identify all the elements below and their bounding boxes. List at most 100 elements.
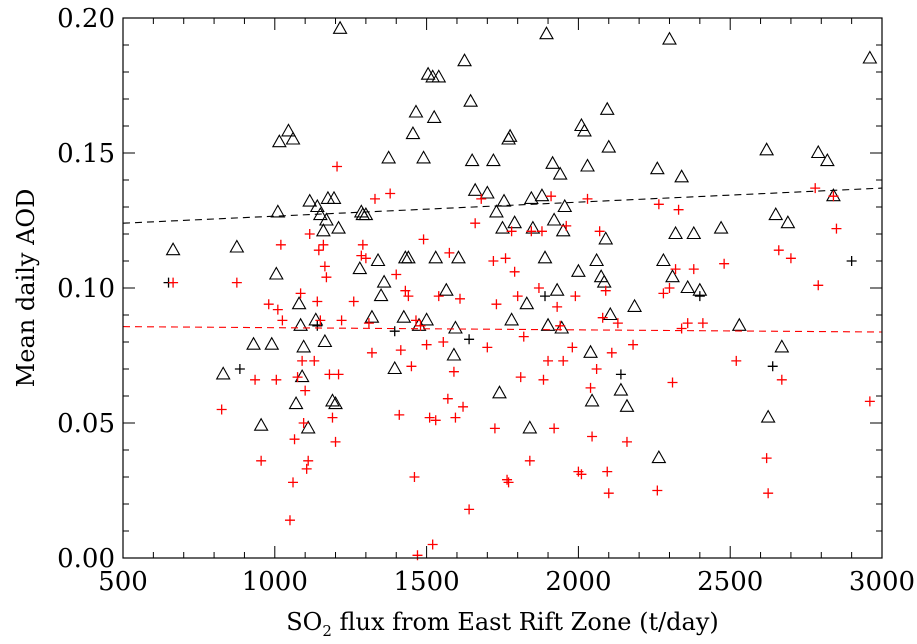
triangle-point bbox=[759, 142, 775, 156]
triangle-point bbox=[326, 190, 342, 204]
red-plus-point bbox=[470, 218, 481, 229]
red-plus-point bbox=[330, 436, 341, 447]
triangle-point bbox=[496, 193, 512, 207]
y-tick-label: 0.20 bbox=[57, 4, 115, 34]
red-plus-point bbox=[292, 372, 303, 383]
red-plus-point bbox=[216, 404, 227, 415]
red-plus-point bbox=[621, 436, 632, 447]
red-plus-point bbox=[491, 299, 502, 310]
red-plus-point bbox=[360, 253, 371, 264]
red-plus-point bbox=[231, 277, 242, 288]
triangle-point bbox=[713, 220, 729, 234]
red-plus-point bbox=[688, 264, 699, 275]
red-plus-point bbox=[366, 347, 377, 358]
red-plus-point bbox=[518, 331, 529, 342]
red-plus-point bbox=[324, 369, 335, 380]
red-plus-point bbox=[506, 226, 517, 237]
triangle-point bbox=[463, 93, 479, 107]
triangle-point bbox=[534, 188, 550, 202]
triangle-point bbox=[537, 250, 553, 264]
triangle-point bbox=[619, 398, 635, 412]
red-plus-point bbox=[536, 226, 547, 237]
red-plus-point bbox=[410, 315, 421, 326]
red-plus-point bbox=[272, 304, 283, 315]
x-tick-label: 500 bbox=[98, 567, 148, 597]
triangle-point bbox=[373, 287, 389, 302]
triangle-point bbox=[447, 320, 463, 334]
triangle-point bbox=[760, 409, 776, 423]
red-plus-point bbox=[673, 204, 684, 215]
triangle-point bbox=[364, 309, 380, 323]
red-plus-point bbox=[300, 385, 311, 396]
black-plus-point bbox=[389, 326, 400, 337]
red-plus-point bbox=[442, 393, 453, 404]
triangle-point bbox=[400, 250, 416, 264]
red-plus-point bbox=[427, 539, 438, 550]
triangle-point bbox=[488, 204, 504, 218]
red-plus-point bbox=[464, 504, 475, 515]
y-tick-label: 0.10 bbox=[57, 274, 115, 304]
red-plus-point bbox=[667, 377, 678, 388]
red-plus-point bbox=[594, 226, 605, 237]
triangle-point bbox=[381, 150, 397, 164]
red-plus-point bbox=[731, 355, 742, 366]
triangle-point bbox=[332, 20, 348, 34]
red-plus-point bbox=[546, 191, 557, 202]
triangle-point bbox=[419, 312, 435, 326]
red-plus-point bbox=[509, 266, 520, 277]
triangle-point bbox=[294, 368, 310, 383]
red-plus-point bbox=[394, 409, 405, 420]
x-tick-labels: 500 1000 1500 2000 2500 3000 bbox=[98, 567, 915, 597]
red-plus-point bbox=[606, 347, 617, 358]
red-plus-point bbox=[418, 234, 429, 245]
x-tick-label: 1500 bbox=[394, 567, 460, 597]
y-tick-labels: 0.00 0.05 0.10 0.15 0.20 bbox=[57, 4, 115, 574]
red-plus-point bbox=[538, 374, 549, 385]
triangle-point bbox=[479, 185, 495, 199]
red-plus-point bbox=[591, 364, 602, 374]
triangle-point bbox=[317, 333, 333, 348]
plot-marks bbox=[122, 20, 883, 561]
red-plus-point bbox=[567, 342, 578, 353]
plot-frame bbox=[122, 17, 883, 559]
triangle-point bbox=[686, 225, 702, 240]
red-plus-point bbox=[284, 515, 295, 526]
y-tick-label: 0.05 bbox=[57, 409, 115, 439]
triangle-point bbox=[253, 417, 269, 431]
triangle-point bbox=[431, 69, 447, 83]
triangle-point bbox=[862, 50, 878, 64]
black-plus-point bbox=[694, 291, 705, 302]
triangle-point bbox=[522, 420, 538, 434]
red-plus-point bbox=[433, 291, 444, 302]
x-tick-label: 1000 bbox=[242, 567, 308, 597]
red-plus-point bbox=[653, 199, 664, 210]
red-plus-point bbox=[395, 345, 406, 356]
triangle-point bbox=[598, 231, 614, 245]
red-plus-point bbox=[482, 342, 493, 353]
red-plus-point bbox=[576, 469, 587, 480]
triangle-point bbox=[270, 204, 286, 218]
triangle-point bbox=[464, 152, 480, 167]
red-plus-point bbox=[597, 312, 608, 323]
y-tick-label: 0.15 bbox=[57, 139, 115, 169]
triangle-point bbox=[246, 336, 261, 350]
red-plus-point bbox=[676, 323, 687, 334]
x-axis-title-pre: SO bbox=[286, 608, 322, 636]
red-plus-point bbox=[319, 261, 330, 272]
triangle-point bbox=[502, 128, 518, 142]
triangle-point bbox=[352, 260, 368, 275]
red-plus-point bbox=[412, 550, 423, 561]
triangle-point bbox=[309, 198, 325, 213]
triangle-point bbox=[552, 166, 568, 180]
red-plus-point bbox=[585, 382, 596, 393]
black-plus-point bbox=[540, 291, 551, 302]
red-plus-point bbox=[810, 183, 821, 194]
x-axis-title-post: flux from East Rift Zone (t/day) bbox=[332, 608, 719, 636]
triangle-point bbox=[215, 366, 231, 380]
red-plus-point bbox=[458, 401, 469, 412]
red-plus-point bbox=[297, 355, 308, 366]
red-plus-point bbox=[348, 296, 359, 307]
red-plus-point bbox=[357, 239, 368, 250]
red-plus-point bbox=[450, 412, 461, 423]
red-plus-point bbox=[719, 258, 730, 269]
